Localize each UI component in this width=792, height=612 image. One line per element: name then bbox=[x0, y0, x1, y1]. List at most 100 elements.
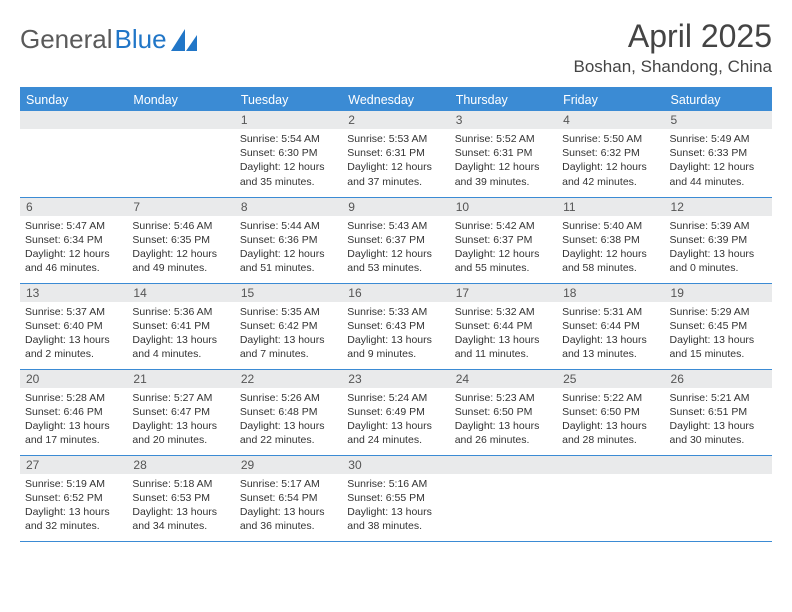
location: Boshan, Shandong, China bbox=[574, 57, 773, 77]
day-number-empty bbox=[20, 111, 127, 129]
calendar-week-row: 1Sunrise: 5:54 AMSunset: 6:30 PMDaylight… bbox=[20, 111, 772, 197]
logo-sail-icon bbox=[171, 29, 199, 51]
day-content: Sunrise: 5:22 AMSunset: 6:50 PMDaylight:… bbox=[557, 388, 664, 452]
day-content: Sunrise: 5:27 AMSunset: 6:47 PMDaylight:… bbox=[127, 388, 234, 452]
day-number-empty bbox=[665, 456, 772, 474]
day-content: Sunrise: 5:35 AMSunset: 6:42 PMDaylight:… bbox=[235, 302, 342, 366]
header: GeneralBlue April 2025 Boshan, Shandong,… bbox=[20, 18, 772, 77]
day-content: Sunrise: 5:47 AMSunset: 6:34 PMDaylight:… bbox=[20, 216, 127, 280]
day-number: 12 bbox=[665, 198, 772, 216]
calendar-cell bbox=[665, 455, 772, 541]
day-number: 30 bbox=[342, 456, 449, 474]
calendar-cell: 16Sunrise: 5:33 AMSunset: 6:43 PMDayligh… bbox=[342, 283, 449, 369]
day-content: Sunrise: 5:49 AMSunset: 6:33 PMDaylight:… bbox=[665, 129, 772, 193]
day-number: 23 bbox=[342, 370, 449, 388]
day-content: Sunrise: 5:40 AMSunset: 6:38 PMDaylight:… bbox=[557, 216, 664, 280]
calendar-cell: 28Sunrise: 5:18 AMSunset: 6:53 PMDayligh… bbox=[127, 455, 234, 541]
calendar-cell: 8Sunrise: 5:44 AMSunset: 6:36 PMDaylight… bbox=[235, 197, 342, 283]
calendar-week-row: 20Sunrise: 5:28 AMSunset: 6:46 PMDayligh… bbox=[20, 369, 772, 455]
day-number: 26 bbox=[665, 370, 772, 388]
day-content: Sunrise: 5:44 AMSunset: 6:36 PMDaylight:… bbox=[235, 216, 342, 280]
logo-text-blue: Blue bbox=[115, 24, 167, 55]
day-content: Sunrise: 5:33 AMSunset: 6:43 PMDaylight:… bbox=[342, 302, 449, 366]
day-number: 13 bbox=[20, 284, 127, 302]
day-number: 2 bbox=[342, 111, 449, 129]
weekday-header-row: SundayMondayTuesdayWednesdayThursdayFrid… bbox=[20, 88, 772, 111]
weekday-header: Monday bbox=[127, 88, 234, 111]
day-number: 9 bbox=[342, 198, 449, 216]
day-number: 7 bbox=[127, 198, 234, 216]
calendar-cell: 4Sunrise: 5:50 AMSunset: 6:32 PMDaylight… bbox=[557, 111, 664, 197]
day-number: 28 bbox=[127, 456, 234, 474]
day-number: 20 bbox=[20, 370, 127, 388]
calendar-cell: 13Sunrise: 5:37 AMSunset: 6:40 PMDayligh… bbox=[20, 283, 127, 369]
calendar-cell: 5Sunrise: 5:49 AMSunset: 6:33 PMDaylight… bbox=[665, 111, 772, 197]
calendar-cell: 3Sunrise: 5:52 AMSunset: 6:31 PMDaylight… bbox=[450, 111, 557, 197]
day-number: 10 bbox=[450, 198, 557, 216]
day-content: Sunrise: 5:36 AMSunset: 6:41 PMDaylight:… bbox=[127, 302, 234, 366]
calendar-cell: 11Sunrise: 5:40 AMSunset: 6:38 PMDayligh… bbox=[557, 197, 664, 283]
calendar-cell: 1Sunrise: 5:54 AMSunset: 6:30 PMDaylight… bbox=[235, 111, 342, 197]
calendar-cell bbox=[127, 111, 234, 197]
calendar-cell: 7Sunrise: 5:46 AMSunset: 6:35 PMDaylight… bbox=[127, 197, 234, 283]
day-content: Sunrise: 5:18 AMSunset: 6:53 PMDaylight:… bbox=[127, 474, 234, 538]
day-content: Sunrise: 5:17 AMSunset: 6:54 PMDaylight:… bbox=[235, 474, 342, 538]
calendar-cell: 29Sunrise: 5:17 AMSunset: 6:54 PMDayligh… bbox=[235, 455, 342, 541]
calendar-week-row: 27Sunrise: 5:19 AMSunset: 6:52 PMDayligh… bbox=[20, 455, 772, 541]
day-number-empty bbox=[450, 456, 557, 474]
calendar-cell: 25Sunrise: 5:22 AMSunset: 6:50 PMDayligh… bbox=[557, 369, 664, 455]
calendar-cell: 2Sunrise: 5:53 AMSunset: 6:31 PMDaylight… bbox=[342, 111, 449, 197]
calendar-cell: 9Sunrise: 5:43 AMSunset: 6:37 PMDaylight… bbox=[342, 197, 449, 283]
day-number: 21 bbox=[127, 370, 234, 388]
calendar-cell: 18Sunrise: 5:31 AMSunset: 6:44 PMDayligh… bbox=[557, 283, 664, 369]
day-number: 11 bbox=[557, 198, 664, 216]
day-content: Sunrise: 5:19 AMSunset: 6:52 PMDaylight:… bbox=[20, 474, 127, 538]
day-number: 3 bbox=[450, 111, 557, 129]
day-number: 15 bbox=[235, 284, 342, 302]
calendar-table: SundayMondayTuesdayWednesdayThursdayFrid… bbox=[20, 87, 772, 542]
calendar-cell: 20Sunrise: 5:28 AMSunset: 6:46 PMDayligh… bbox=[20, 369, 127, 455]
day-content: Sunrise: 5:54 AMSunset: 6:30 PMDaylight:… bbox=[235, 129, 342, 193]
day-content: Sunrise: 5:29 AMSunset: 6:45 PMDaylight:… bbox=[665, 302, 772, 366]
day-number-empty bbox=[127, 111, 234, 129]
day-content: Sunrise: 5:46 AMSunset: 6:35 PMDaylight:… bbox=[127, 216, 234, 280]
day-number: 27 bbox=[20, 456, 127, 474]
calendar-cell bbox=[20, 111, 127, 197]
day-number: 1 bbox=[235, 111, 342, 129]
day-content: Sunrise: 5:53 AMSunset: 6:31 PMDaylight:… bbox=[342, 129, 449, 193]
calendar-cell: 22Sunrise: 5:26 AMSunset: 6:48 PMDayligh… bbox=[235, 369, 342, 455]
calendar-cell: 17Sunrise: 5:32 AMSunset: 6:44 PMDayligh… bbox=[450, 283, 557, 369]
day-number: 14 bbox=[127, 284, 234, 302]
weekday-header: Friday bbox=[557, 88, 664, 111]
day-content: Sunrise: 5:23 AMSunset: 6:50 PMDaylight:… bbox=[450, 388, 557, 452]
day-content: Sunrise: 5:42 AMSunset: 6:37 PMDaylight:… bbox=[450, 216, 557, 280]
calendar-cell: 23Sunrise: 5:24 AMSunset: 6:49 PMDayligh… bbox=[342, 369, 449, 455]
day-number: 24 bbox=[450, 370, 557, 388]
month-title: April 2025 bbox=[574, 18, 773, 55]
weekday-header: Thursday bbox=[450, 88, 557, 111]
day-content: Sunrise: 5:21 AMSunset: 6:51 PMDaylight:… bbox=[665, 388, 772, 452]
day-number: 16 bbox=[342, 284, 449, 302]
day-content: Sunrise: 5:28 AMSunset: 6:46 PMDaylight:… bbox=[20, 388, 127, 452]
calendar-cell: 10Sunrise: 5:42 AMSunset: 6:37 PMDayligh… bbox=[450, 197, 557, 283]
day-number: 6 bbox=[20, 198, 127, 216]
calendar-cell: 21Sunrise: 5:27 AMSunset: 6:47 PMDayligh… bbox=[127, 369, 234, 455]
weekday-header: Saturday bbox=[665, 88, 772, 111]
calendar-cell: 19Sunrise: 5:29 AMSunset: 6:45 PMDayligh… bbox=[665, 283, 772, 369]
calendar-cell: 24Sunrise: 5:23 AMSunset: 6:50 PMDayligh… bbox=[450, 369, 557, 455]
calendar-cell: 27Sunrise: 5:19 AMSunset: 6:52 PMDayligh… bbox=[20, 455, 127, 541]
day-content: Sunrise: 5:37 AMSunset: 6:40 PMDaylight:… bbox=[20, 302, 127, 366]
day-content: Sunrise: 5:24 AMSunset: 6:49 PMDaylight:… bbox=[342, 388, 449, 452]
day-number: 29 bbox=[235, 456, 342, 474]
day-content: Sunrise: 5:26 AMSunset: 6:48 PMDaylight:… bbox=[235, 388, 342, 452]
day-content: Sunrise: 5:50 AMSunset: 6:32 PMDaylight:… bbox=[557, 129, 664, 193]
calendar-cell: 12Sunrise: 5:39 AMSunset: 6:39 PMDayligh… bbox=[665, 197, 772, 283]
calendar-cell: 6Sunrise: 5:47 AMSunset: 6:34 PMDaylight… bbox=[20, 197, 127, 283]
day-number: 5 bbox=[665, 111, 772, 129]
calendar-cell: 14Sunrise: 5:36 AMSunset: 6:41 PMDayligh… bbox=[127, 283, 234, 369]
calendar-cell: 26Sunrise: 5:21 AMSunset: 6:51 PMDayligh… bbox=[665, 369, 772, 455]
day-content: Sunrise: 5:32 AMSunset: 6:44 PMDaylight:… bbox=[450, 302, 557, 366]
day-number-empty bbox=[557, 456, 664, 474]
weekday-header: Wednesday bbox=[342, 88, 449, 111]
calendar-cell: 15Sunrise: 5:35 AMSunset: 6:42 PMDayligh… bbox=[235, 283, 342, 369]
